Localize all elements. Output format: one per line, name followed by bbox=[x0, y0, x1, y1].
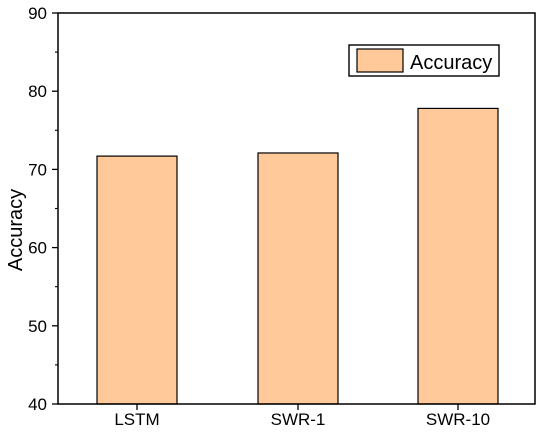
y-axis-label: Accuracy bbox=[5, 189, 27, 271]
x-tick-label-swr-10: SWR-10 bbox=[426, 410, 490, 429]
legend-swatch bbox=[356, 48, 404, 73]
legend-label-accuracy: Accuracy bbox=[410, 52, 492, 74]
x-tick-label-swr-1: SWR-1 bbox=[271, 410, 326, 429]
ticks-layer: 40 50 60 70 80 90 LSTM SWR-1 SWR-10 bbox=[28, 4, 490, 429]
y-tick-label-60: 60 bbox=[28, 239, 47, 258]
bar-lstm bbox=[96, 155, 178, 405]
y-tick-label-40: 40 bbox=[28, 395, 47, 414]
bar-swr-10 bbox=[417, 107, 499, 405]
bar-swr-1 bbox=[257, 152, 339, 405]
y-tick-label-50: 50 bbox=[28, 317, 47, 336]
y-tick-label-70: 70 bbox=[28, 160, 47, 179]
x-tick-label-lstm: LSTM bbox=[114, 410, 159, 429]
y-tick-label-90: 90 bbox=[28, 4, 47, 23]
bars-layer bbox=[96, 107, 499, 405]
legend: Accuracy bbox=[348, 44, 500, 77]
y-tick-label-80: 80 bbox=[28, 82, 47, 101]
